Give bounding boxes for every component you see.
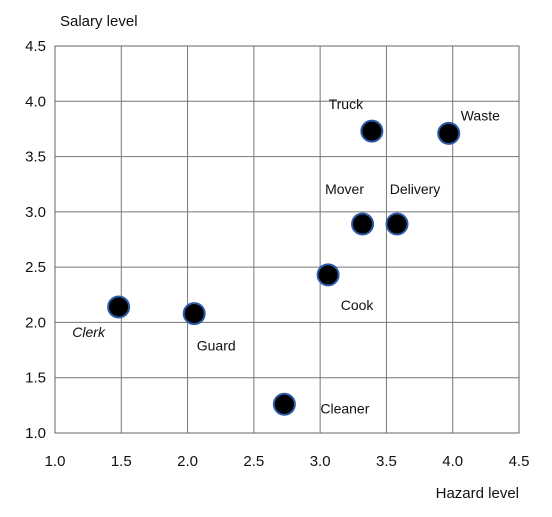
x-tick-label: 3.0 [310, 453, 331, 470]
point-label-clerk: Clerk [72, 324, 106, 340]
point-label-waste: Waste [461, 107, 500, 123]
y-tick-label: 2.0 [25, 314, 46, 331]
plot-frame [54, 45, 520, 434]
point-label-guard: Guard [197, 338, 236, 354]
data-point-waste [437, 121, 461, 145]
y-tick-label: 1.0 [25, 425, 46, 442]
x-axis-title: Hazard level [436, 485, 519, 502]
data-point-clerk [107, 295, 131, 319]
x-tick-label: 1.0 [45, 453, 66, 470]
point-labels: Clerk Guard Cleaner Cook Mover Delivery Truck W… [72, 96, 500, 416]
point-label-delivery: Delivery [390, 181, 441, 197]
point-label-truck: Truck [329, 96, 364, 112]
data-point-mover [351, 212, 375, 236]
y-tick-label: 4.5 [25, 38, 46, 55]
data-point-cleaner [272, 392, 296, 416]
data-point-cook [316, 263, 340, 287]
x-tick-label: 4.5 [509, 453, 530, 470]
x-tick-label: 1.5 [111, 453, 132, 470]
y-tick-label: 2.5 [25, 259, 46, 276]
grid [54, 45, 520, 434]
y-axis-title: Salary level [60, 13, 138, 30]
x-tick-label: 2.5 [243, 453, 264, 470]
data-point-truck [360, 119, 384, 143]
y-tick-label: 1.5 [25, 370, 46, 387]
y-tick-label: 3.5 [25, 149, 46, 166]
y-tick-label: 3.0 [25, 204, 46, 221]
data-point-guard [182, 302, 206, 326]
point-label-mover: Mover [325, 181, 364, 197]
point-label-cook: Cook [341, 297, 375, 313]
data-point-delivery [385, 212, 409, 236]
y-tick-label: 4.0 [25, 93, 46, 110]
tick-labels: 1.0 1.5 2.0 2.5 3.0 3.5 4.0 4.5 1.0 1.5 2.0 2.5 3.0 3… [25, 38, 529, 470]
x-tick-label: 3.5 [376, 453, 397, 470]
x-tick-label: 4.0 [442, 453, 463, 470]
data-points [107, 119, 461, 416]
x-tick-label: 2.0 [177, 453, 198, 470]
point-label-cleaner: Cleaner [320, 400, 369, 416]
